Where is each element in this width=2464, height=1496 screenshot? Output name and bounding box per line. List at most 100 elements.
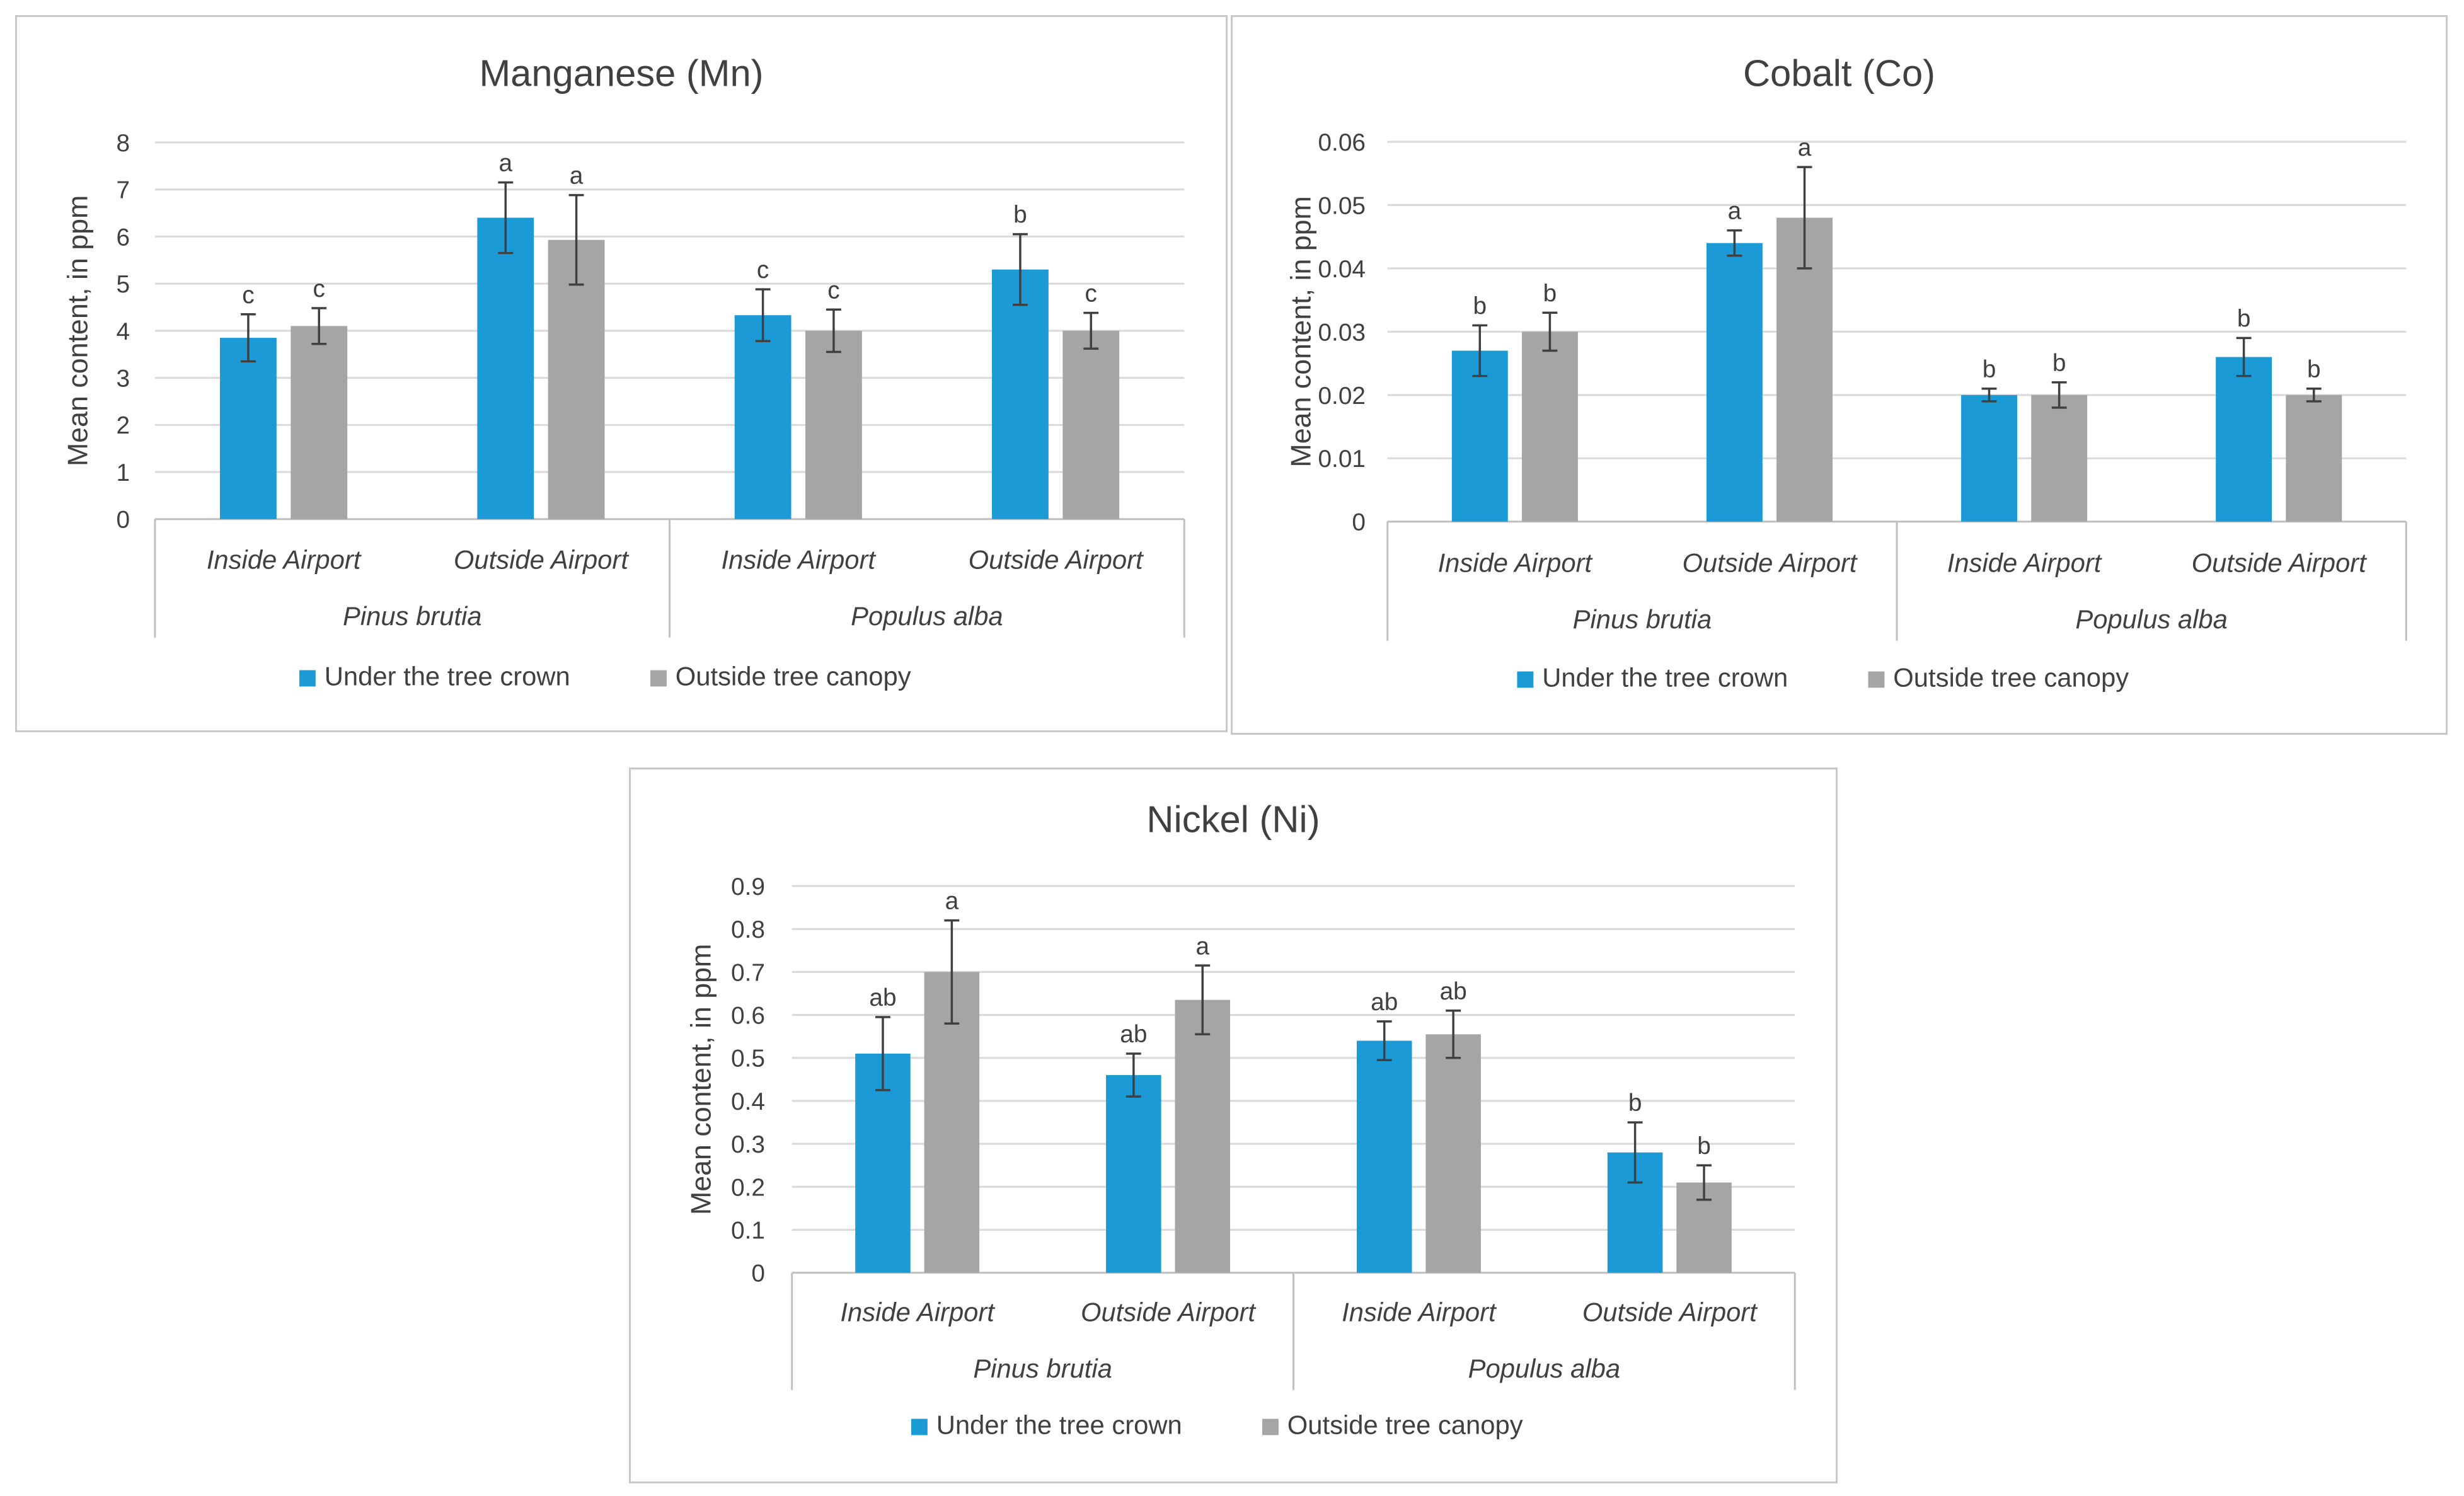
group-label: Pinus brutia xyxy=(343,601,482,631)
significance-label: c xyxy=(313,275,325,302)
error-bar xyxy=(1013,233,1028,306)
y-tick-label: 5 xyxy=(117,271,130,298)
chart-title: Manganese (Mn) xyxy=(479,52,763,94)
category-label: Outside Airport xyxy=(1682,548,1858,577)
legend-label: Outside tree canopy xyxy=(1893,662,2129,692)
error-bar xyxy=(498,181,514,255)
chart-title: Cobalt (Co) xyxy=(1743,52,1935,94)
legend-label: Under the tree crown xyxy=(1542,662,1788,692)
significance-label: b xyxy=(1628,1090,1642,1117)
significance-label: ab xyxy=(869,984,896,1011)
y-tick-label: 4 xyxy=(117,318,130,345)
bar-outside-canopy xyxy=(1425,1034,1481,1273)
error-bar xyxy=(1376,1020,1392,1061)
error-bar xyxy=(1981,388,1997,403)
legend-swatch-under-crown xyxy=(1517,671,1534,688)
significance-label: ab xyxy=(1371,989,1398,1016)
legend-label: Outside tree canopy xyxy=(1287,1410,1523,1439)
significance-label: b xyxy=(1473,292,1487,319)
significance-label: ab xyxy=(1120,1021,1147,1048)
bar-outside-canopy xyxy=(1062,330,1120,519)
significance-label: b xyxy=(2307,356,2321,383)
group-label: Populus alba xyxy=(851,601,1003,631)
group-label: Populus alba xyxy=(2075,604,2228,634)
y-tick-label: 0.1 xyxy=(731,1217,765,1244)
error-bar xyxy=(1727,229,1742,257)
significance-label: c xyxy=(1085,280,1097,308)
y-tick-label: 0.02 xyxy=(1318,383,1365,410)
y-tick-label: 0.9 xyxy=(731,873,765,900)
y-tick-label: 0.06 xyxy=(1318,129,1365,156)
y-tick-label: 0 xyxy=(751,1260,765,1287)
significance-label: a xyxy=(1195,933,1209,960)
bar-under-crown xyxy=(220,338,277,519)
error-bar xyxy=(1472,324,1488,377)
category-label: Outside Airport xyxy=(969,544,1144,574)
y-tick-label: 6 xyxy=(117,224,130,251)
bar-under-crown xyxy=(1451,350,1508,522)
nickel-chart-panel: Nickel (Ni) 0 0.1 0.2 0.3 0.4 0.5 0.6 0.7 0.8 0.9 M… xyxy=(629,768,1838,1483)
category-label: Outside Airport xyxy=(1081,1297,1257,1326)
bar-outside-canopy xyxy=(1175,999,1231,1273)
y-tick-label: 0.6 xyxy=(731,1003,765,1030)
error-bar xyxy=(875,1016,890,1091)
significance-label: a xyxy=(945,888,959,915)
y-tick-label: 0.04 xyxy=(1318,256,1365,283)
y-axis-label: Mean content, in ppm xyxy=(62,195,93,466)
bar-under-crown xyxy=(1961,394,2017,522)
legend: Under the tree crown Outside tree canopy xyxy=(911,1410,1523,1439)
y-tick-label: 0 xyxy=(117,507,130,534)
category-label: Outside Airport xyxy=(2192,548,2368,577)
error-bar xyxy=(1083,311,1099,350)
y-tick-label: 0.7 xyxy=(731,959,765,986)
error-bar xyxy=(1627,1121,1643,1184)
error-bar xyxy=(1125,1052,1141,1098)
cobalt-chart-panel: Cobalt (Co) 0 0.01 0.02 0.03 0.04 0.05 0.06 Mean… xyxy=(1231,15,2448,735)
legend-swatch-outside-canopy xyxy=(1868,671,1885,688)
bar-outside-canopy xyxy=(2031,394,2088,522)
significance-label: a xyxy=(1728,198,1742,225)
category-label: Inside Airport xyxy=(1947,548,2103,577)
error-bar xyxy=(1696,1164,1712,1201)
group-label: Pinus brutia xyxy=(1573,604,1712,634)
group-label: Pinus brutia xyxy=(973,1354,1112,1383)
bar-outside-canopy xyxy=(1521,331,1578,522)
significance-label: b xyxy=(1543,280,1557,307)
error-bar xyxy=(311,307,327,345)
error-bar xyxy=(826,308,841,354)
cobalt-chart: Cobalt (Co) 0 0.01 0.02 0.03 0.04 0.05 0.06 Mean… xyxy=(1285,52,2407,692)
legend: Under the tree crown Outside tree canopy xyxy=(299,661,911,691)
y-tick-label: 3 xyxy=(117,365,130,393)
manganese-chart-panel: Manganese (Mn) 0 1 2 3 4 5 6 7 8 Mean content, in … xyxy=(15,15,1228,732)
legend: Under the tree crown Outside tree canopy xyxy=(1517,662,2129,692)
significance-label: b xyxy=(1697,1132,1711,1159)
y-tick-label: 0.4 xyxy=(731,1088,765,1115)
significance-label: a xyxy=(1798,134,1812,161)
category-label: Outside Airport xyxy=(454,544,630,574)
error-bar xyxy=(2236,337,2252,377)
bar-under-crown xyxy=(1106,1075,1161,1273)
significance-label: ab xyxy=(1440,978,1467,1005)
error-bar xyxy=(241,313,256,363)
chart-title: Nickel (Ni) xyxy=(1146,798,1320,840)
y-tick-label: 0.8 xyxy=(731,916,765,943)
significance-label: a xyxy=(498,150,512,177)
bar-outside-canopy xyxy=(548,239,605,519)
y-axis-label: Mean content, in ppm xyxy=(1285,196,1316,467)
manganese-chart: Manganese (Mn) 0 1 2 3 4 5 6 7 8 Mean content, in … xyxy=(62,52,1185,691)
y-tick-label: 1 xyxy=(117,459,130,486)
significance-label: b xyxy=(2052,350,2066,377)
bar-outside-canopy xyxy=(805,330,862,519)
error-bar xyxy=(1446,1010,1461,1059)
error-bar xyxy=(944,919,960,1025)
legend-label: Under the tree crown xyxy=(936,1410,1182,1439)
category-label: Inside Airport xyxy=(721,544,877,574)
legend-label: Under the tree crown xyxy=(325,661,570,691)
bar-outside-canopy xyxy=(291,326,348,519)
y-tick-label: 8 xyxy=(117,130,130,157)
bar-outside-canopy xyxy=(2286,394,2342,522)
group-label: Populus alba xyxy=(1468,1354,1621,1383)
significance-label: c xyxy=(757,256,769,284)
significance-label: b xyxy=(1983,356,1996,383)
category-label: Inside Airport xyxy=(840,1297,996,1326)
